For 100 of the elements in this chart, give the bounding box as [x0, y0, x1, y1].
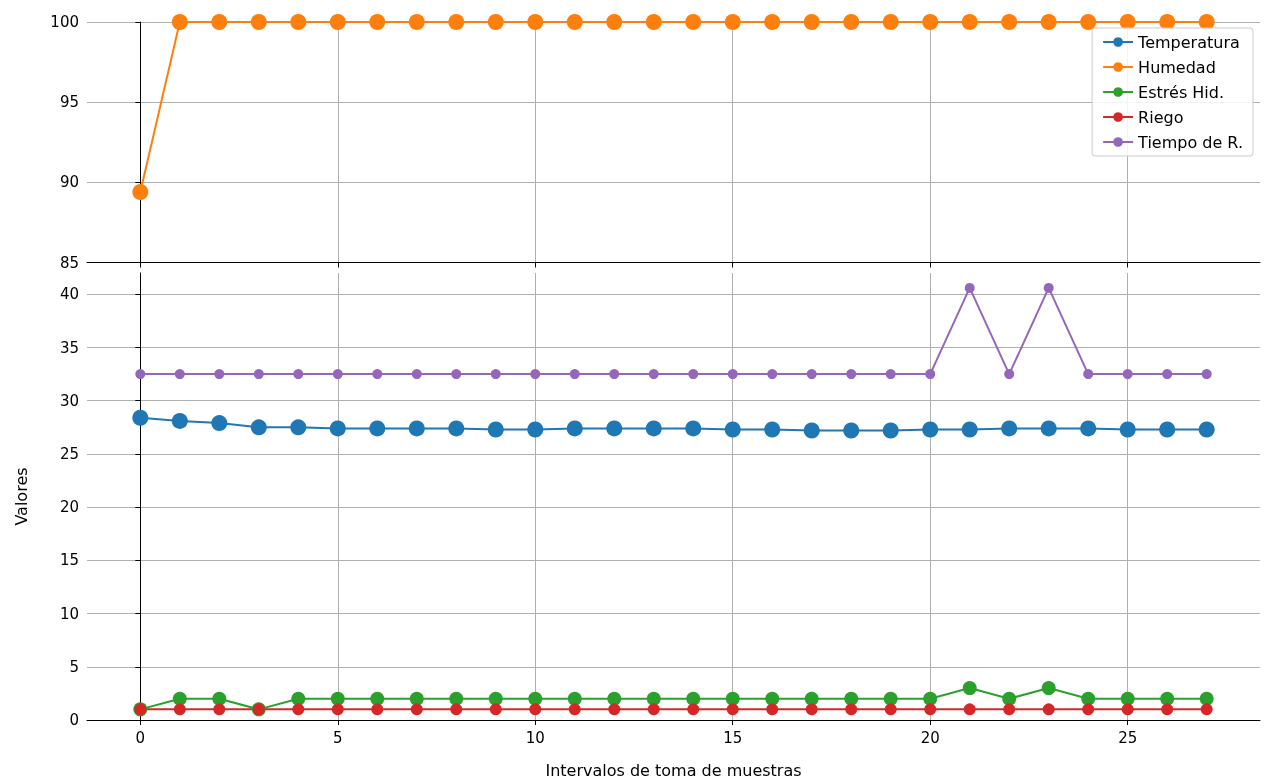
point	[1080, 420, 1097, 437]
point	[1041, 681, 1056, 696]
point	[250, 419, 267, 436]
point	[648, 369, 659, 380]
point	[962, 681, 977, 696]
point	[369, 420, 386, 437]
point	[135, 369, 146, 380]
point	[766, 703, 779, 716]
point	[686, 691, 701, 706]
point	[214, 369, 225, 380]
point	[961, 421, 978, 438]
point	[1162, 369, 1173, 380]
point	[292, 703, 305, 716]
point	[1122, 369, 1133, 380]
point	[1083, 369, 1094, 380]
point	[843, 422, 860, 439]
point	[885, 369, 896, 380]
point	[1042, 703, 1055, 716]
point	[449, 691, 464, 706]
point	[1040, 420, 1057, 437]
y-tick-label: 85	[59, 253, 79, 272]
point	[330, 691, 345, 706]
legend-label: Humedad	[1138, 57, 1216, 77]
point	[1004, 369, 1015, 380]
point	[606, 420, 623, 437]
point	[1120, 691, 1135, 706]
point	[211, 415, 228, 432]
point	[171, 412, 188, 429]
point	[490, 369, 501, 380]
point	[1199, 691, 1214, 706]
point	[925, 369, 936, 380]
point	[688, 369, 699, 380]
point	[527, 421, 544, 438]
point	[370, 691, 385, 706]
point	[213, 703, 226, 716]
point	[765, 691, 780, 706]
point	[372, 369, 383, 380]
x-axis-title: Intervalos de toma de muestras	[545, 760, 802, 780]
point	[1043, 282, 1054, 293]
y-tick-label: 5	[69, 657, 79, 676]
point	[253, 369, 264, 380]
point	[1160, 691, 1175, 706]
x-tick-label: 10	[525, 728, 545, 747]
x-tick-label: 20	[920, 728, 940, 747]
point	[804, 691, 819, 706]
point	[883, 691, 898, 706]
point	[132, 409, 149, 426]
point	[411, 369, 422, 380]
point	[172, 691, 187, 706]
point	[845, 703, 858, 716]
point	[410, 703, 423, 716]
point	[884, 703, 897, 716]
point	[1201, 369, 1212, 380]
point	[647, 703, 660, 716]
point	[1121, 703, 1134, 716]
point	[963, 703, 976, 716]
y-tick-label: 25	[59, 444, 79, 463]
point	[646, 691, 661, 706]
point	[806, 369, 817, 380]
x-tick-label: 5	[333, 728, 343, 747]
point	[329, 420, 346, 437]
point	[1119, 421, 1136, 438]
point	[290, 419, 307, 436]
y-tick-label: 35	[59, 338, 79, 357]
x-tick-label: 25	[1118, 728, 1138, 747]
point	[803, 422, 820, 439]
point	[371, 703, 384, 716]
point	[964, 282, 975, 293]
point	[174, 369, 185, 380]
y-tick-label: 100	[50, 13, 79, 31]
point	[212, 691, 227, 706]
point	[567, 691, 582, 706]
point	[331, 703, 344, 716]
x-tick-label: 0	[135, 728, 146, 747]
point	[609, 369, 620, 380]
point	[293, 369, 304, 380]
point	[726, 703, 739, 716]
y-tick-label: 30	[59, 391, 79, 410]
point	[450, 703, 463, 716]
point	[608, 703, 621, 716]
legend-label: Estrés Hid.	[1138, 82, 1225, 102]
point	[844, 691, 859, 706]
point	[805, 703, 818, 716]
point	[291, 691, 306, 706]
point	[725, 691, 740, 706]
point	[408, 420, 425, 437]
y-tick-label: 20	[59, 498, 79, 517]
point	[882, 422, 899, 439]
point	[764, 421, 781, 438]
y-tick-label: 90	[59, 173, 79, 192]
point	[489, 703, 502, 716]
point	[1200, 703, 1213, 716]
point	[923, 691, 938, 706]
point	[488, 691, 503, 706]
x-tick-label: 15	[723, 728, 743, 747]
point	[1159, 421, 1176, 438]
point	[1161, 703, 1174, 716]
point	[727, 369, 738, 380]
legend-label: Riego	[1138, 107, 1184, 127]
point	[922, 421, 939, 438]
